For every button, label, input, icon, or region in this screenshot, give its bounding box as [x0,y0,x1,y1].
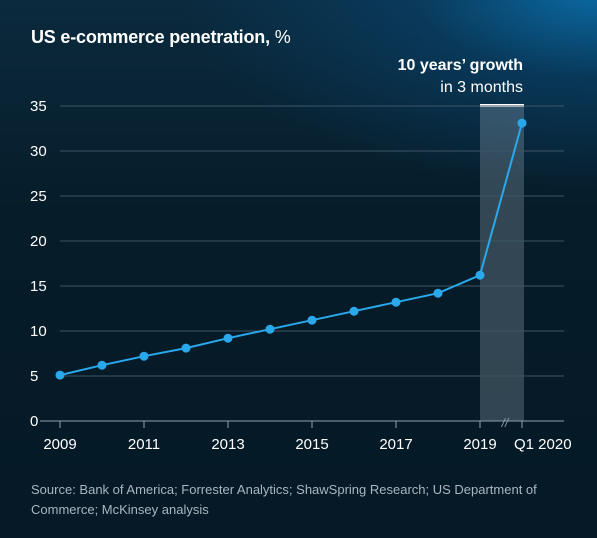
data-point [223,333,233,343]
annotation-title: 10 years’ growth [398,57,523,74]
data-point [139,351,149,361]
data-point [55,370,65,380]
y-tick-label: 5 [30,368,38,385]
annotation-subtitle: in 3 months [440,79,523,96]
x-tick-label: 2015 [295,436,328,453]
x-tick-label: 2019 [463,436,496,453]
source-note: Source: Bank of America; Forrester Analy… [31,482,537,517]
x-tick-label: 2017 [379,436,412,453]
y-tick-label: 10 [30,323,47,340]
data-point [475,270,485,280]
chart-title: US e-commerce penetration, % [31,27,291,48]
y-tick-label: 15 [30,278,47,295]
y-tick-label: 20 [30,233,47,250]
data-point [307,315,317,325]
y-tick-label: 35 [30,98,47,115]
data-point [97,360,107,370]
x-tick-label: 2013 [211,436,244,453]
x-tick-label: 2009 [43,436,76,453]
x-tick-label: 2011 [128,436,160,453]
data-point [265,324,275,334]
x-tick-label: Q1 2020 [514,436,572,453]
data-point [181,343,191,353]
series-line [59,122,523,377]
data-point [517,118,527,128]
y-tick-label: 30 [30,143,47,160]
highlight-band [480,106,524,421]
data-point [433,288,443,298]
chart-title-unit: % [274,27,291,47]
axis-break-mark: // [501,416,510,430]
y-tick-label: 25 [30,188,47,205]
chart-title-text: US e-commerce penetration, [31,27,270,47]
data-point [391,297,401,307]
data-point [349,306,359,316]
y-tick-label: 0 [30,413,38,430]
